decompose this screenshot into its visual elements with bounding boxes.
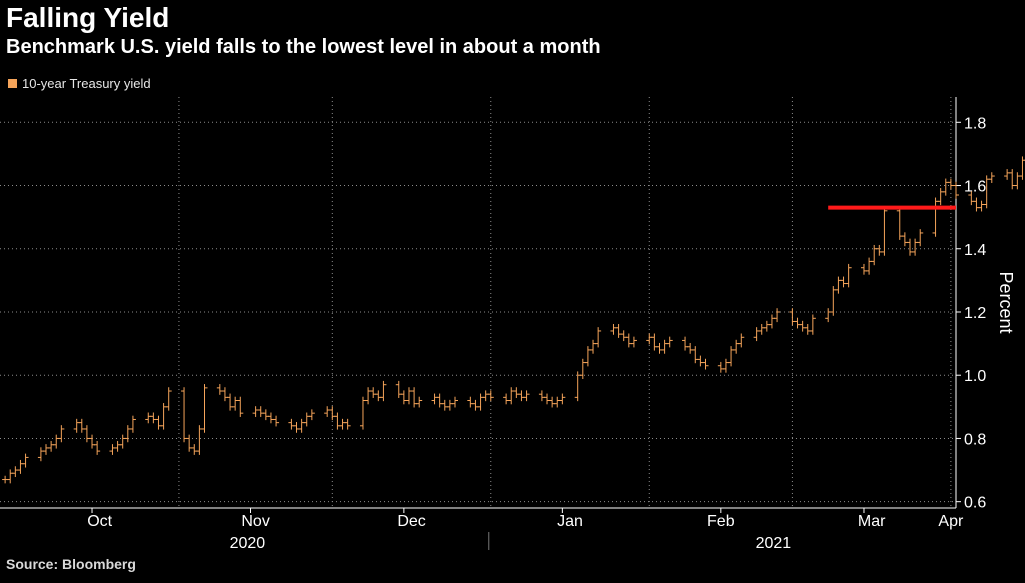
x-tick-label: Dec [397,513,425,530]
y-tick-label: 1.6 [964,179,986,196]
x-tick-label: Jan [557,513,583,530]
y-axis-label: Percent [996,271,1016,333]
x-tick-label: Feb [707,513,735,530]
year-label: 2021 [756,535,792,552]
x-tick-label: Oct [87,513,112,530]
year-label: 2020 [230,535,266,552]
y-tick-label: 1.0 [964,368,986,385]
x-tick-label: Mar [858,513,886,530]
x-tick-label: Apr [938,513,964,530]
yield-chart: 0.6 0.8 1.0 1.2 1.4 1.6 1.8 Percent Oct Nov Dec Jan… [0,0,1025,583]
source-note: Source: Bloomberg [6,556,136,572]
x-tick-label: Nov [241,513,269,530]
y-tick-label: 1.8 [964,115,986,132]
y-tick-label: 0.8 [964,431,986,448]
y-tick-label: 1.2 [964,305,986,322]
y-tick-label: 0.6 [964,495,986,512]
y-tick-label: 1.4 [964,242,986,259]
